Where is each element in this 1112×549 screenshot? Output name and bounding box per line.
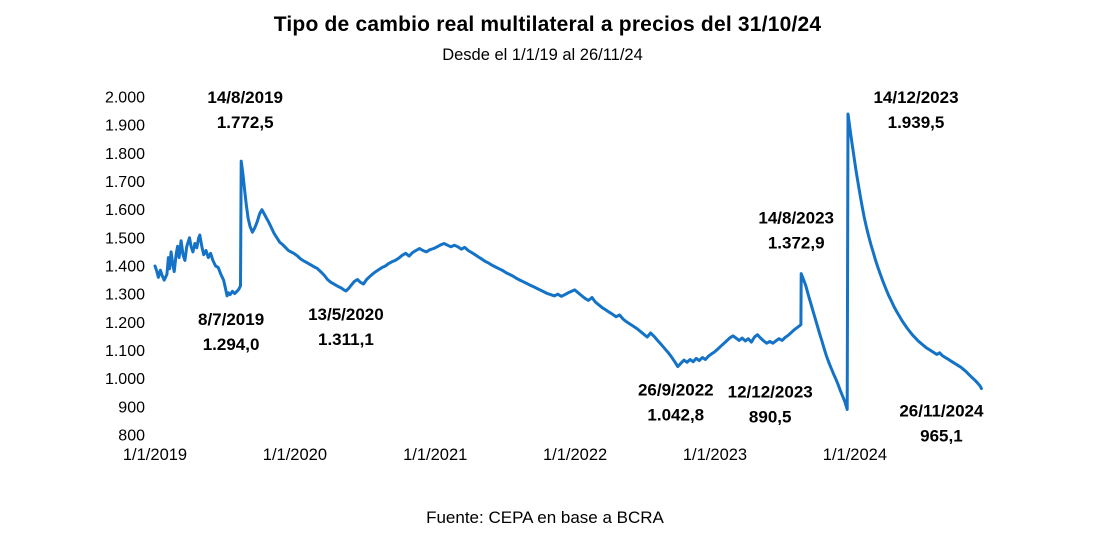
y-axis-tick-label: 1.900 — [105, 118, 145, 135]
x-axis-tick-label: 1/1/2019 — [123, 446, 187, 464]
x-axis-tick-label: 1/1/2021 — [403, 446, 467, 464]
y-axis-tick-label: 2.000 — [105, 90, 145, 107]
y-axis-tick-label: 1.300 — [105, 287, 145, 304]
annotation-date-label: 14/12/2023 — [873, 88, 958, 107]
annotation-value-label: 1.311,1 — [318, 330, 374, 349]
annotation-date-label: 14/8/2019 — [207, 88, 283, 107]
chart-line — [153, 112, 983, 411]
chart-subtitle: Desde el 1/1/19 al 26/11/24 — [442, 46, 643, 64]
annotation-value-label: 1.042,8 — [647, 406, 704, 425]
chart-title: Tipo de cambio real multilateral a preci… — [273, 13, 822, 36]
annotation-value-label: 965,1 — [920, 427, 963, 446]
annotation-date-label: 26/11/2024 — [899, 402, 984, 421]
y-axis-tick-label: 1.000 — [105, 371, 145, 388]
annotation-value-label: 1.294,0 — [203, 335, 260, 354]
y-axis-tick-label: 800 — [118, 428, 145, 445]
annotation-value-label: 1.372,9 — [768, 234, 825, 253]
y-axis-tick-label: 1.400 — [105, 259, 145, 276]
chart-source: Fuente: CEPA en base a BCRA — [426, 508, 664, 527]
annotation-date-label: 13/5/2020 — [308, 305, 384, 324]
annotation-date-label: 14/8/2023 — [758, 209, 834, 228]
x-axis-tick-label: 1/1/2023 — [683, 446, 747, 464]
annotation-value-label: 1.939,5 — [888, 113, 945, 132]
x-axis-tick-label: 1/1/2022 — [543, 446, 607, 464]
y-axis-tick-label: 1.600 — [105, 202, 145, 219]
annotation-value-label: 1.772,5 — [217, 113, 274, 132]
annotation-date-label: 8/7/2019 — [198, 310, 264, 329]
annotation-date-label: 26/9/2022 — [638, 381, 714, 400]
y-axis-tick-label: 1.100 — [105, 343, 145, 360]
x-axis-tick-label: 1/1/2024 — [823, 446, 887, 464]
chart-svg: 2.000 1.900 1.800 1.700 1.600 1.500 1.400 1.300… — [105, 88, 984, 464]
annotation-value-label: 890,5 — [749, 408, 792, 427]
y-axis-tick-label: 1.500 — [105, 230, 145, 247]
y-axis-tick-label: 900 — [118, 399, 145, 416]
annotation-date-label: 12/12/2023 — [728, 383, 813, 402]
y-axis-tick-label: 1.200 — [105, 315, 145, 332]
y-axis-tick-label: 1.700 — [105, 174, 145, 191]
y-axis-tick-label: 1.800 — [105, 146, 145, 163]
x-axis-tick-label: 1/1/2020 — [263, 446, 327, 464]
